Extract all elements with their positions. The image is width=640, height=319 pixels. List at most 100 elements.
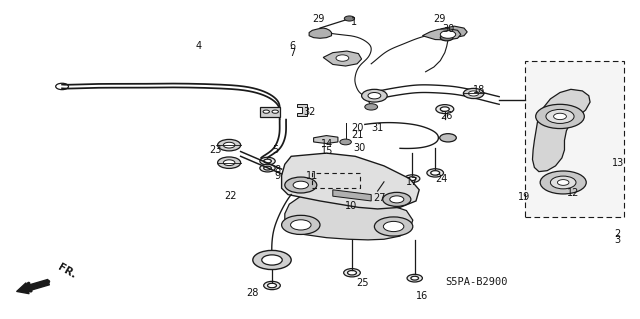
Polygon shape: [422, 29, 461, 40]
Text: FR.: FR.: [56, 263, 78, 281]
Text: 18: 18: [472, 85, 485, 95]
Circle shape: [56, 83, 68, 90]
Circle shape: [218, 157, 241, 168]
Circle shape: [218, 139, 241, 151]
Circle shape: [340, 139, 351, 145]
Text: 4: 4: [195, 41, 202, 51]
Circle shape: [536, 104, 584, 129]
Text: 30: 30: [442, 24, 454, 34]
Text: 13: 13: [612, 158, 625, 168]
Circle shape: [272, 110, 278, 113]
FancyArrowPatch shape: [17, 279, 49, 294]
Bar: [525, 61, 624, 217]
Text: 5: 5: [272, 145, 278, 155]
Text: 2: 2: [614, 228, 620, 239]
Circle shape: [262, 255, 282, 265]
Circle shape: [263, 110, 269, 113]
Bar: [260, 107, 280, 117]
Circle shape: [223, 160, 235, 166]
Text: 23: 23: [209, 145, 222, 155]
Text: 19: 19: [518, 192, 531, 202]
Circle shape: [554, 113, 566, 120]
Circle shape: [411, 276, 419, 280]
Circle shape: [291, 220, 311, 230]
Circle shape: [368, 93, 381, 99]
Circle shape: [268, 283, 276, 288]
Text: 15: 15: [321, 145, 333, 156]
Text: 9: 9: [274, 171, 280, 182]
Circle shape: [463, 88, 484, 99]
Text: 28: 28: [246, 288, 259, 298]
Text: 20: 20: [351, 122, 364, 133]
Text: 22: 22: [224, 191, 237, 201]
Circle shape: [344, 16, 355, 21]
Polygon shape: [333, 190, 371, 201]
Text: 26: 26: [440, 111, 452, 122]
Polygon shape: [323, 51, 362, 66]
Text: 10: 10: [344, 201, 357, 211]
Polygon shape: [309, 28, 332, 38]
Circle shape: [371, 191, 385, 198]
Circle shape: [348, 271, 356, 275]
Circle shape: [390, 196, 404, 203]
Circle shape: [436, 105, 454, 114]
Text: 24: 24: [435, 174, 448, 184]
Text: 3: 3: [614, 235, 620, 245]
Circle shape: [407, 274, 422, 282]
Circle shape: [264, 281, 280, 290]
Circle shape: [383, 192, 411, 206]
Circle shape: [404, 175, 420, 182]
Polygon shape: [532, 89, 590, 172]
Circle shape: [440, 134, 456, 142]
Text: 32: 32: [303, 107, 316, 117]
Circle shape: [223, 142, 235, 148]
Text: 29: 29: [312, 14, 324, 24]
Polygon shape: [282, 153, 419, 209]
Circle shape: [440, 31, 456, 38]
Circle shape: [440, 34, 453, 41]
Text: 17: 17: [406, 177, 419, 187]
Circle shape: [468, 91, 479, 96]
Circle shape: [557, 180, 569, 185]
Text: 8: 8: [274, 165, 280, 175]
Circle shape: [374, 193, 381, 197]
Circle shape: [408, 177, 416, 181]
Polygon shape: [432, 26, 467, 38]
Polygon shape: [297, 104, 307, 116]
Polygon shape: [285, 196, 413, 240]
Circle shape: [264, 159, 271, 163]
Circle shape: [427, 169, 444, 177]
Circle shape: [550, 176, 576, 189]
Text: 21: 21: [351, 130, 364, 140]
Text: 29: 29: [433, 14, 446, 24]
Circle shape: [365, 104, 378, 110]
Circle shape: [293, 181, 308, 189]
Circle shape: [362, 89, 387, 102]
Circle shape: [253, 250, 291, 270]
Circle shape: [440, 107, 449, 111]
Text: 1: 1: [351, 17, 357, 27]
Circle shape: [282, 215, 320, 234]
Text: 16: 16: [415, 291, 428, 301]
Bar: [312, 173, 360, 188]
Circle shape: [431, 171, 440, 175]
Text: 31: 31: [371, 122, 384, 133]
Circle shape: [285, 177, 317, 193]
Polygon shape: [314, 136, 338, 144]
Text: 7: 7: [289, 48, 296, 58]
Text: 25: 25: [356, 278, 369, 288]
Text: 27: 27: [373, 193, 386, 204]
Circle shape: [344, 269, 360, 277]
Circle shape: [546, 109, 574, 123]
Circle shape: [374, 217, 413, 236]
Circle shape: [260, 157, 275, 165]
Circle shape: [336, 55, 349, 61]
Text: 14: 14: [321, 139, 333, 149]
Text: 30: 30: [353, 143, 366, 153]
Text: 11: 11: [306, 171, 319, 181]
Circle shape: [260, 164, 275, 172]
Text: S5PA-B2900: S5PA-B2900: [445, 277, 508, 286]
Circle shape: [264, 166, 271, 170]
Circle shape: [383, 221, 404, 232]
Text: 6: 6: [289, 41, 296, 51]
